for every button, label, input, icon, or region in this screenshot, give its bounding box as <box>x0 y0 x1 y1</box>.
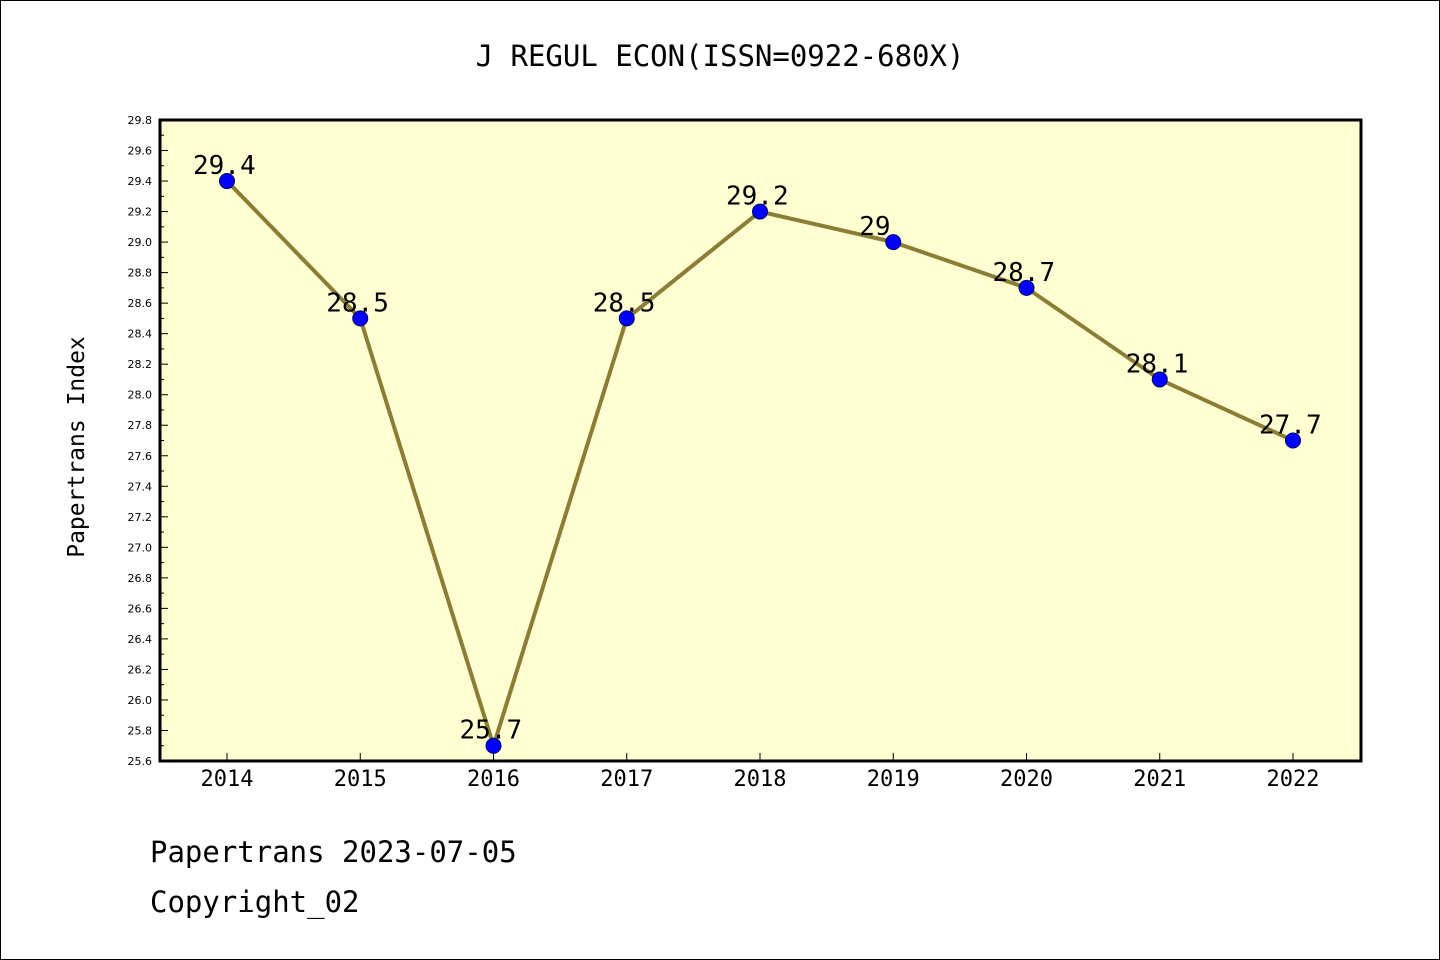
data-label: 29.4 <box>193 151 256 181</box>
footer-copyright: Copyright_02 <box>150 885 360 919</box>
y-tick-label: 26.8 <box>128 572 153 585</box>
y-tick-label: 29.8 <box>128 114 153 127</box>
x-tick-label: 2017 <box>600 767 653 792</box>
y-tick-label: 28.4 <box>128 328 153 341</box>
x-axis: 2014 2015 2016 2017 2018 2019 2020 2021 2022 <box>201 753 1320 792</box>
x-tick-label: 2015 <box>334 767 387 792</box>
data-label: 28.5 <box>593 288 656 318</box>
y-tick-label: 26.4 <box>128 633 153 646</box>
data-point <box>618 310 635 327</box>
data-point <box>1285 432 1301 449</box>
y-tick-label: 29.2 <box>128 206 153 219</box>
y-tick-label: 29.6 <box>128 145 153 158</box>
y-tick-label: 26.2 <box>128 663 153 676</box>
x-tick-label: 2022 <box>1267 767 1320 792</box>
y-tick-label: 25.8 <box>128 724 153 737</box>
data-point <box>1151 371 1168 388</box>
y-tick-label: 29.4 <box>128 175 153 188</box>
data-point <box>352 310 369 327</box>
x-tick-label: 2020 <box>1000 767 1053 792</box>
y-tick-label: 27.0 <box>128 541 153 554</box>
series-layer: 29.4 28.5 25.7 28.5 29.2 29 28.7 28.1 27.7 <box>193 151 1322 754</box>
x-tick-label: 2014 <box>201 767 254 792</box>
data-label: 27.7 <box>1259 411 1322 441</box>
y-tick-label: 26.6 <box>128 602 153 615</box>
data-point <box>485 737 502 754</box>
chart-title: J REGUL ECON(ISSN=0922-680X) <box>476 39 965 73</box>
y-tick-label: 28.8 <box>128 267 153 280</box>
data-point <box>752 203 768 220</box>
data-point <box>1018 279 1035 296</box>
data-label: 28.7 <box>993 258 1056 288</box>
data-point <box>219 173 235 190</box>
y-axis: 25.6 25.8 26.0 26.2 26.4 26.6 26.8 27.0 27.2 27.4… <box>128 114 168 768</box>
x-tick-label: 2016 <box>467 767 520 792</box>
data-point <box>885 234 902 251</box>
data-label: 29 <box>859 212 890 242</box>
data-label: 29.2 <box>726 182 789 212</box>
x-tick-label: 2021 <box>1133 767 1186 792</box>
x-tick-label: 2019 <box>867 767 920 792</box>
footer-date: Papertrans 2023-07-05 <box>150 835 517 869</box>
y-tick-label: 27.8 <box>128 419 153 432</box>
y-tick-label: 27.2 <box>128 511 153 524</box>
data-label: 25.7 <box>460 716 523 746</box>
data-label: 28.5 <box>326 288 389 318</box>
y-tick-label: 27.6 <box>128 450 153 463</box>
y-tick-label: 26.0 <box>128 694 153 707</box>
y-tick-label: 25.6 <box>128 755 153 768</box>
plot-area <box>158 118 1363 763</box>
x-tick-label: 2018 <box>734 767 787 792</box>
y-tick-label: 28.2 <box>128 358 153 371</box>
y-axis-label: Papertrans Index <box>64 336 90 558</box>
data-label: 28.1 <box>1126 349 1189 379</box>
y-tick-label: 27.4 <box>128 480 153 493</box>
y-tick-label: 28.0 <box>128 389 153 402</box>
y-tick-label: 29.0 <box>128 236 153 249</box>
y-tick-label: 28.6 <box>128 297 153 310</box>
